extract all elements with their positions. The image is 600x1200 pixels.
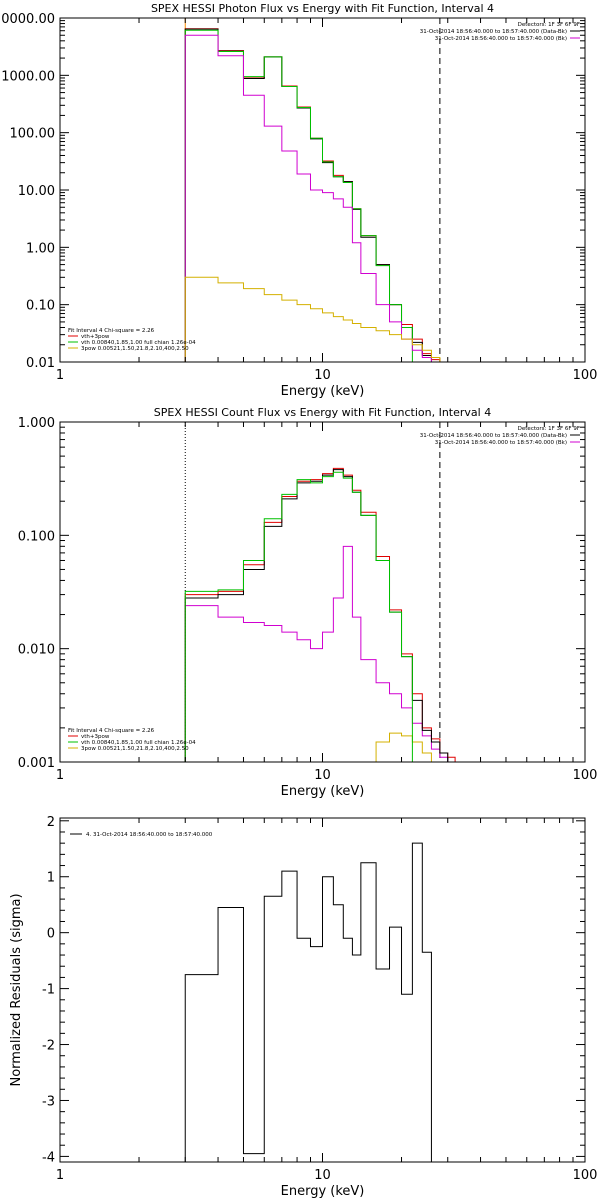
chart-3-xtick-label: 100 (573, 1168, 598, 1183)
chart-1-series-3 (184, 34, 448, 362)
chart-1-ytick-label: 0000.00 (1, 12, 55, 27)
chart-3-legend-text: 4. 31-Oct-2014 18:56:40.000 to 18:57:40.… (86, 832, 213, 838)
chart-2-xtick-label: 1 (56, 768, 64, 783)
chart-1-ytick-label: 10.00 (18, 184, 55, 199)
chart-1-series-0 (184, 28, 448, 362)
chart-3-ytick-label: 2 (47, 815, 55, 830)
chart-1-info-line: 31-Oct-2014 18:56:40.000 to 18:57:40.000… (420, 29, 567, 35)
chart-1-ytick-label: 1.00 (26, 241, 55, 256)
chart-1-xtick-label: 100 (573, 368, 598, 383)
chart-3-ytick-label: -1 (42, 983, 55, 998)
chart-1-fit-line: vth 0.00840,1.85,1.00 full chian 1.26e-0… (81, 340, 196, 346)
chart-1-series-group (184, 28, 448, 362)
chart-2-fit-line: vth 0.00840,1.85,1.00 full chian 1.26e-0… (81, 740, 196, 746)
chart-1-series-2 (184, 29, 448, 362)
chart-3-ylabel: Normalized Residuals (sigma) (9, 893, 24, 1086)
chart-2-series-4 (184, 471, 463, 762)
chart-2-detectors: Detectors: 1F 3F 6F 9F (518, 426, 580, 432)
chart-3-xlabel: Energy (keV) (281, 1184, 365, 1199)
chart-2-title: SPEX HESSI Count Flux vs Energy with Fit… (154, 406, 491, 419)
chart-3-ytick-label: -2 (42, 1039, 55, 1054)
chart-2-fit-title: Fit Interval 4 Chi-square = 2.26 (68, 728, 155, 734)
chart-2-fit-line: vth+3pow (81, 734, 110, 740)
chart-3-xtick-label: 10 (314, 1168, 331, 1183)
chart-3-ytick-label: -4 (42, 1150, 55, 1165)
chart-3: 1 10 100 -4 -3 -2 -1 0 1 2 Energy (keV) Normalized … (9, 815, 597, 1199)
chart-2-xlabel: Energy (keV) (281, 784, 365, 799)
chart-1-fit-line: vth+3pow (81, 334, 110, 340)
chart-2-xtick-label: 100 (573, 768, 598, 783)
chart-1-info-line: 31-Oct-2014 18:56:40.000 to 18:57:40.000… (435, 36, 567, 42)
chart-2-series-2 (184, 467, 463, 762)
chart-2-ytick-label: 0.010 (18, 643, 55, 658)
chart-2-ytick-label: 0.001 (18, 756, 55, 771)
chart-2-frame (59, 421, 586, 763)
chart-2-fit-line: 3pow 0.00521,1.50,21.8,2.10,400,2.50 (81, 746, 189, 752)
chart-2-series-1 (184, 545, 463, 762)
chart-1-ytick-label: 0.01 (26, 356, 55, 371)
chart-1-series-1 (184, 28, 448, 362)
chart-1-ytick-label: 100.00 (10, 127, 56, 142)
chart-3-series-group (184, 842, 440, 1162)
chart-2-xtick-label: 10 (314, 768, 331, 783)
chart-3-series-0 (184, 842, 440, 1162)
chart-1-title: SPEX HESSI Photon Flux vs Energy with Fi… (151, 2, 494, 15)
chart-3-xtick-label: 1 (56, 1168, 64, 1183)
chart-1-series-4 (184, 276, 448, 362)
chart-1-xtick-label: 1 (56, 368, 64, 383)
chart-2-ytick-label: 0.100 (18, 529, 55, 544)
chart-2-info-line: 31-Oct-2014 18:56:40.000 to 18:57:40.000… (420, 433, 567, 439)
chart-2-info-line: 31-Oct-2014 18:56:40.000 to 18:57:40.000… (435, 440, 567, 446)
chart-2-series-3 (184, 469, 463, 762)
chart-1: SPEX HESSI Photon Flux vs Energy with Fi… (1, 2, 597, 399)
chart-2-series-group (184, 467, 463, 762)
chart-3-ytick-label: 0 (47, 927, 55, 942)
chart-1-xlabel: Energy (keV) (281, 384, 365, 399)
chart-2-ytick-label: 1.000 (18, 416, 55, 431)
chart-1-fit-line: 3pow 0.00521,1.50,21.8,2.10,400,2.50 (81, 346, 189, 352)
chart-1-ytick-label: 1000.00 (1, 69, 55, 84)
chart-1-fit-title: Fit Interval 4 Chi-square = 2.26 (68, 328, 155, 334)
chart-3-frame (59, 817, 586, 1163)
chart-1-xtick-label: 10 (314, 368, 331, 383)
chart-2: SPEX HESSI Count Flux vs Energy with Fit… (18, 406, 598, 799)
chart-3-ytick-label: -3 (42, 1094, 55, 1109)
chart-1-ytick-label: 0.10 (26, 299, 55, 314)
chart-3-ytick-label: 1 (47, 871, 55, 886)
chart-1-detectors: Detectors: 1F 3F 6F 9F (518, 22, 580, 28)
